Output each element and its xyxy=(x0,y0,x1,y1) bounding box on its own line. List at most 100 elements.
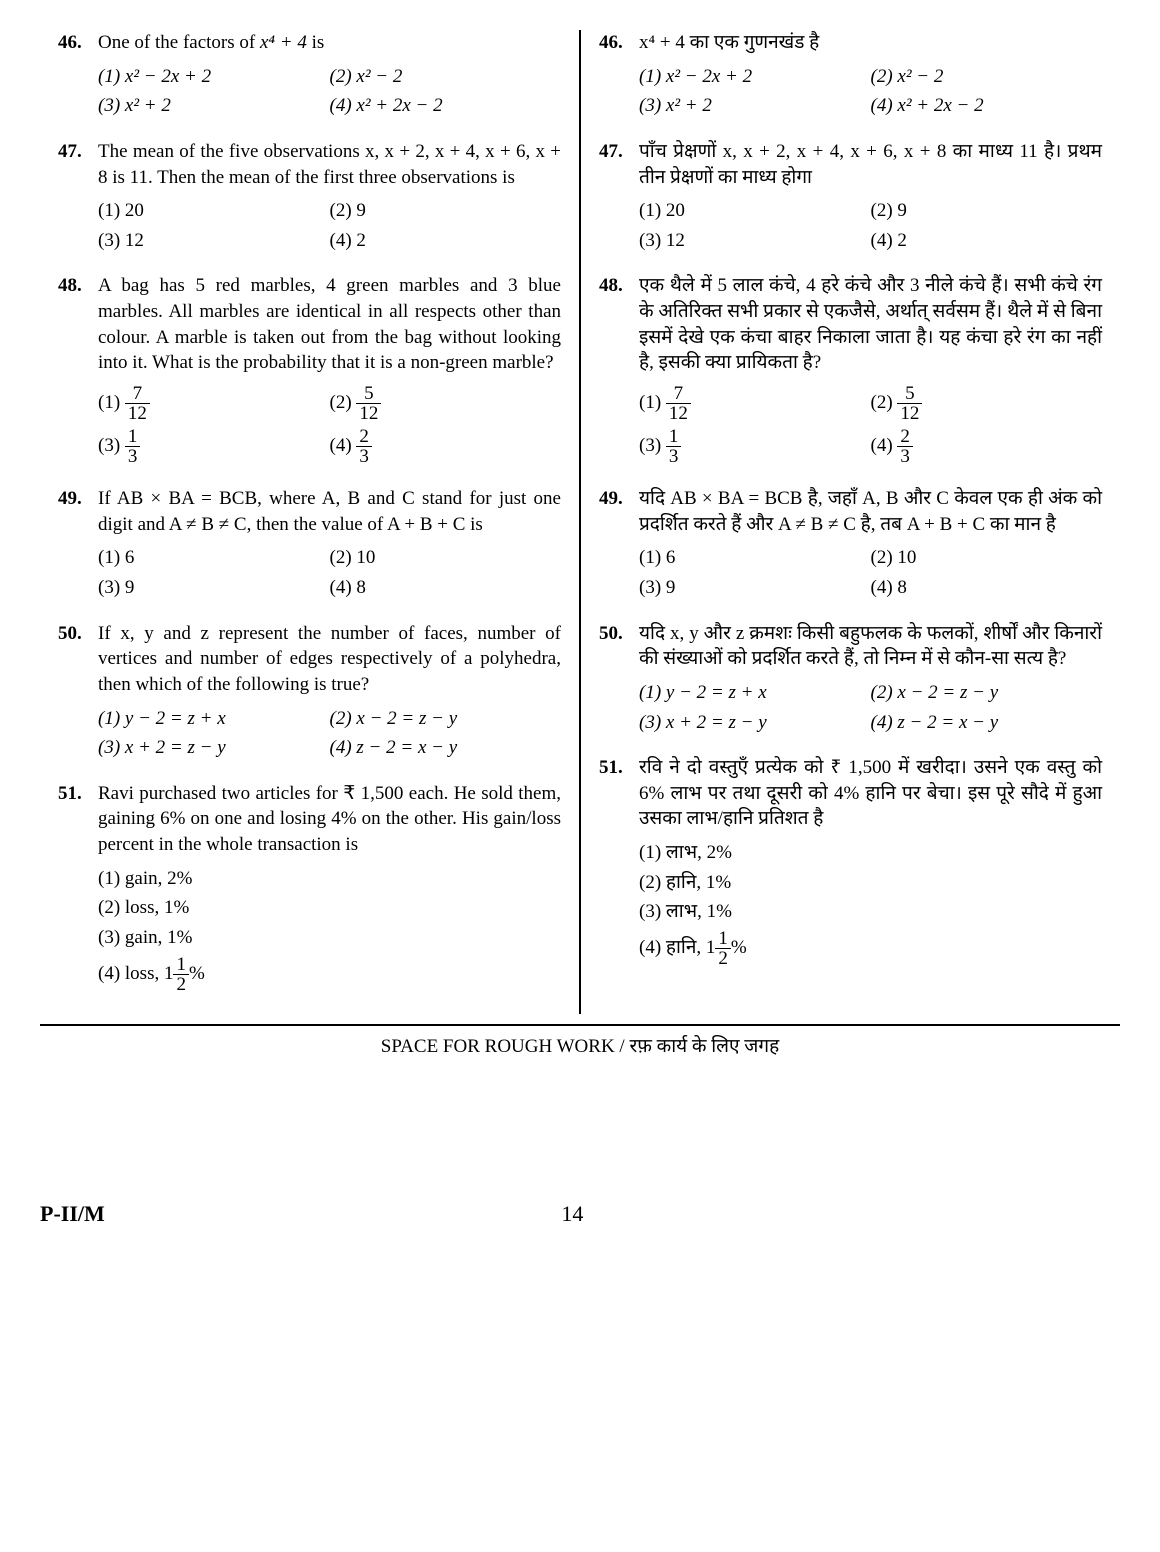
qnum: 49. xyxy=(58,486,98,603)
qbody: If AB × BA = BCB, where A, B and C stand… xyxy=(98,486,561,603)
opt-prefix: (1) xyxy=(639,392,666,413)
opt-4: (4) x² + 2x − 2 xyxy=(871,91,1103,121)
qtext: A bag has 5 red marbles, 4 green marbles… xyxy=(98,275,561,373)
qtext: The mean of the five observations x, x +… xyxy=(98,141,561,188)
opt-2: (2) x − 2 = z − y xyxy=(330,704,562,734)
question-49-hi: 49. यदि AB × BA = BCB है, जहाँ A, B और C… xyxy=(599,486,1102,603)
opt-3: (3) 12 xyxy=(639,226,871,256)
num: 1 xyxy=(173,955,189,975)
opt-2: (2) 512 xyxy=(871,382,1103,425)
opt-prefix: (4) xyxy=(871,435,898,456)
opt-4: (4) 2 xyxy=(871,226,1103,256)
options: (1) 6 (2) 10 (3) 9 (4) 8 xyxy=(98,543,561,602)
options: (1) y − 2 = z + x (2) x − 2 = z − y (3) … xyxy=(639,678,1102,737)
opt-4: (4) हानि, 112% xyxy=(639,927,1102,970)
qbody: Ravi purchased two articles for ₹ 1,500 … xyxy=(98,781,561,996)
fraction: 13 xyxy=(666,427,682,466)
rough-work-label: SPACE FOR ROUGH WORK / रफ़ कार्य के लिए … xyxy=(40,1034,1120,1060)
num: 1 xyxy=(666,427,682,447)
question-51-hi: 51. रवि ने दो वस्तुएँ प्रत्येक को ₹ 1,50… xyxy=(599,755,1102,970)
num: 2 xyxy=(897,427,913,447)
opt-prefix: (2) xyxy=(330,392,357,413)
opt-4: (4) 23 xyxy=(871,425,1103,468)
fraction: 712 xyxy=(125,384,150,423)
den: 3 xyxy=(356,447,372,466)
question-47-en: 47. The mean of the five observations x,… xyxy=(58,139,561,256)
question-50-en: 50. If x, y and z represent the number o… xyxy=(58,621,561,763)
opt-1: (1) x² − 2x + 2 xyxy=(98,62,330,92)
fraction: 512 xyxy=(897,384,922,423)
opt-3: (3) x + 2 = z − y xyxy=(98,733,330,763)
qnum: 46. xyxy=(599,30,639,121)
question-47-hi: 47. पाँच प्रेक्षणों x, x + 2, x + 4, x +… xyxy=(599,139,1102,256)
opt-4: (4) x² + 2x − 2 xyxy=(330,91,562,121)
qbody: If x, y and z represent the number of fa… xyxy=(98,621,561,763)
qnum: 47. xyxy=(58,139,98,256)
opt-prefix: (2) xyxy=(871,392,898,413)
opt-4: (4) 8 xyxy=(330,573,562,603)
qtext: Ravi purchased two articles for ₹ 1,500 … xyxy=(98,783,561,855)
fraction: 23 xyxy=(356,427,372,466)
num: 1 xyxy=(125,427,141,447)
den: 12 xyxy=(125,404,150,423)
options: (1) gain, 2% (2) loss, 1% (3) gain, 1% (… xyxy=(98,864,561,996)
qtext: एक थैले में 5 लाल कंचे, 4 हरे कंचे और 3 … xyxy=(639,275,1102,373)
options: (1) लाभ, 2% (2) हानि, 1% (3) लाभ, 1% (4)… xyxy=(639,838,1102,970)
qtext: रवि ने दो वस्तुएँ प्रत्येक को ₹ 1,500 मे… xyxy=(639,757,1102,829)
opt-2: (2) 9 xyxy=(330,196,562,226)
den: 12 xyxy=(897,404,922,423)
qnum: 50. xyxy=(599,621,639,738)
opt-2: (2) loss, 1% xyxy=(98,893,561,923)
question-50-hi: 50. यदि x, y और z क्रमशः किसी बहुफलक के … xyxy=(599,621,1102,738)
opt-1: (1) 712 xyxy=(98,382,330,425)
fraction: 12 xyxy=(715,929,731,968)
page-columns: 46. One of the factors of x⁴ + 4 is (1) … xyxy=(40,30,1120,1014)
den: 12 xyxy=(666,404,691,423)
options: (1) x² − 2x + 2 (2) x² − 2 (3) x² + 2 (4… xyxy=(98,62,561,121)
qbody: रवि ने दो वस्तुएँ प्रत्येक को ₹ 1,500 मे… xyxy=(639,755,1102,970)
opt-2: (2) 10 xyxy=(330,543,562,573)
options: (1) x² − 2x + 2 (2) x² − 2 (3) x² + 2 (4… xyxy=(639,62,1102,121)
question-48-hi: 48. एक थैले में 5 लाल कंचे, 4 हरे कंचे औ… xyxy=(599,273,1102,468)
opt-1: (1) लाभ, 2% xyxy=(639,838,1102,868)
opt-suffix: % xyxy=(731,937,747,958)
opt-2: (2) 9 xyxy=(871,196,1103,226)
opt-4: (4) 2 xyxy=(330,226,562,256)
num: 5 xyxy=(897,384,922,404)
opt-3: (3) 9 xyxy=(639,573,871,603)
qnum: 48. xyxy=(599,273,639,468)
num: 7 xyxy=(666,384,691,404)
opt-4: (4) loss, 112% xyxy=(98,953,561,996)
qtext: पाँच प्रेक्षणों x, x + 2, x + 4, x + 6, … xyxy=(639,141,1102,188)
paper-code: P-II/M xyxy=(40,1199,105,1229)
opt-3: (3) x + 2 = z − y xyxy=(639,708,871,738)
den: 2 xyxy=(715,949,731,968)
qnum: 48. xyxy=(58,273,98,468)
den: 3 xyxy=(897,447,913,466)
opt-3: (3) gain, 1% xyxy=(98,923,561,953)
fraction: 13 xyxy=(125,427,141,466)
opt-prefix: (4) हानि, 1 xyxy=(639,937,715,958)
qtext-b: is xyxy=(307,32,324,53)
opt-3: (3) 12 xyxy=(98,226,330,256)
qbody: यदि x, y और z क्रमशः किसी बहुफलक के फलको… xyxy=(639,621,1102,738)
qnum: 47. xyxy=(599,139,639,256)
den: 2 xyxy=(173,975,189,994)
qbody: x⁴ + 4 का एक गुणनखंड है (1) x² − 2x + 2 … xyxy=(639,30,1102,121)
opt-prefix: (3) xyxy=(98,435,125,456)
opt-4: (4) 23 xyxy=(330,425,562,468)
opt-1: (1) y − 2 = z + x xyxy=(98,704,330,734)
expr: x⁴ + 4 xyxy=(260,32,307,53)
opt-prefix: (1) xyxy=(98,392,125,413)
opt-4: (4) z − 2 = x − y xyxy=(871,708,1103,738)
fraction: 23 xyxy=(897,427,913,466)
question-46-en: 46. One of the factors of x⁴ + 4 is (1) … xyxy=(58,30,561,121)
num: 2 xyxy=(356,427,372,447)
qbody: One of the factors of x⁴ + 4 is (1) x² −… xyxy=(98,30,561,121)
qbody: पाँच प्रेक्षणों x, x + 2, x + 4, x + 6, … xyxy=(639,139,1102,256)
rough-work-rule xyxy=(40,1024,1120,1026)
question-49-en: 49. If AB × BA = BCB, where A, B and C s… xyxy=(58,486,561,603)
opt-prefix: (4) xyxy=(330,435,357,456)
den: 3 xyxy=(666,447,682,466)
opt-3: (3) 9 xyxy=(98,573,330,603)
